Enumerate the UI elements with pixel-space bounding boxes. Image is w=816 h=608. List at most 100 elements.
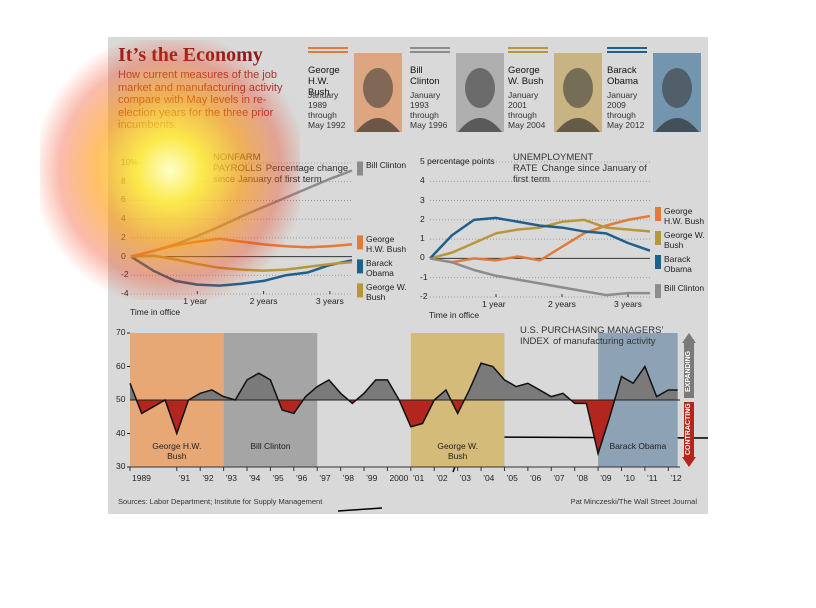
y-tick-label: 5 percentage points: [420, 156, 495, 166]
credit: Pat Minczeski/The Wall Street Journal: [570, 497, 697, 506]
y-tick-label: -2: [420, 291, 428, 301]
legend-label: George W. Bush: [664, 230, 705, 250]
x-tick-label: ’02: [436, 473, 448, 483]
portrait-shoulders: [458, 118, 502, 132]
legend-swatch: [655, 231, 661, 245]
chart-subtitle: Change since January of first term: [513, 163, 647, 185]
y-tick-label: 4: [420, 175, 425, 186]
sources: Sources: Labor Department; Institute for…: [118, 497, 323, 506]
president-rule: [410, 47, 450, 49]
president-rule: [607, 47, 647, 49]
x-tick-label: ’04: [483, 473, 495, 483]
legend-swatch: [357, 161, 363, 176]
term-label: George W. Bush: [437, 441, 478, 461]
subtitle: How current measures of the job market a…: [118, 69, 283, 131]
president-name: Barack Obama: [607, 65, 639, 87]
president-rule: [410, 51, 450, 53]
x-tick-label: 3 years: [315, 296, 344, 306]
president-rule: [508, 47, 548, 49]
president-term: January 2001 through May 2004: [508, 90, 546, 130]
legend-label: Barack Obama: [366, 258, 394, 279]
x-tick-label: ’01: [412, 473, 425, 483]
series-line: [429, 214, 651, 264]
legend-swatch: [655, 284, 661, 299]
portrait-face: [662, 68, 692, 108]
series-line: [429, 218, 651, 260]
president-term: January 2009 through May 2012: [607, 90, 645, 130]
chart-title: UNEMPLOYMENT RATE: [513, 152, 594, 174]
president-rule: [508, 51, 548, 53]
x-tick-label: ’12: [670, 473, 682, 483]
x-tick-label: ’05: [506, 473, 518, 483]
legend-label: George H.W. Bush: [664, 206, 705, 226]
series-line: [429, 257, 650, 297]
chart-title-block: UNEMPLOYMENT RATE Change since January of…: [513, 152, 648, 185]
y-tick-label: 4: [121, 213, 126, 224]
series-line: [130, 255, 353, 287]
legend-swatch: [357, 259, 363, 274]
chart-title-block: U.S. PURCHASING MANAGERS’ INDEX of manufa…: [520, 325, 680, 347]
y-tick-label: 3: [420, 194, 425, 205]
x-tick-label: 1989: [132, 473, 151, 483]
x-tick-label: ’06: [529, 473, 542, 483]
x-tick-label: ’91: [178, 473, 191, 483]
x-tick-label: ’97: [319, 473, 331, 483]
legend-swatch: [357, 283, 363, 298]
y-tick-label: 70: [116, 327, 126, 337]
legend-label: Barack Obama: [664, 254, 692, 274]
y-tick-label: 30: [116, 461, 126, 471]
y-tick-label: -4: [121, 288, 129, 298]
x-tick-label: ’09: [600, 473, 612, 483]
chart-title-block: NONFARM PAYROLLS Percentage change since …: [213, 152, 358, 185]
x-tick-label: ’96: [295, 473, 308, 483]
president-term: January 1989 through May 1992: [308, 90, 346, 130]
president-term: January 1993 through May 1996: [410, 90, 448, 130]
y-tick-label: 2: [420, 213, 425, 224]
portrait-face: [563, 68, 593, 108]
chart-subtitle: of manufacturing activity: [553, 336, 656, 347]
x-tick-label: 2000: [389, 473, 409, 483]
y-tick-label: 6: [121, 194, 126, 205]
portrait-shoulders: [655, 118, 699, 132]
y-tick-label: 60: [116, 360, 126, 371]
president-name: George W. Bush: [508, 65, 544, 87]
portrait-face: [465, 68, 495, 108]
contracting-arrow: [682, 402, 696, 467]
president-name: George H.W. Bush: [308, 65, 340, 98]
term-label: Bill Clinton: [250, 441, 291, 451]
president-rule: [607, 51, 647, 53]
portrait-shoulders: [356, 118, 400, 132]
term-label: Barack Obama: [609, 441, 667, 451]
president-rule: [308, 47, 348, 49]
x-tick-label: 1 year: [482, 299, 506, 309]
x-tick-label: ’10: [623, 473, 635, 483]
chart-title: NONFARM PAYROLLS: [213, 152, 262, 174]
x-tick-label: ’93: [225, 473, 237, 483]
president-rule: [308, 51, 348, 53]
x-tick-label: 1 year: [183, 296, 207, 306]
legend-swatch: [655, 207, 661, 221]
legend-swatch: [357, 235, 363, 250]
artifact-line: [337, 507, 383, 512]
x-tick-label: ’99: [366, 473, 378, 483]
legend-swatch: [655, 255, 661, 269]
legend-label: Bill Clinton: [366, 160, 407, 171]
chart-title: U.S. PURCHASING MANAGERS’ INDEX: [520, 325, 664, 347]
x-tick-label: ’92: [202, 473, 214, 483]
series-line: [129, 362, 678, 457]
legend-label: George W. Bush: [366, 282, 407, 303]
x-tick-label: 2 years: [548, 299, 576, 309]
x-tick-label: ’11: [646, 473, 658, 483]
y-tick-label: -2: [121, 269, 129, 280]
x-tick-label: ’94: [249, 473, 261, 483]
legend-label: George H.W. Bush: [366, 234, 407, 255]
x-tick-label: 3 years: [614, 299, 642, 309]
y-tick-label: 50: [116, 394, 126, 404]
x-tick-label: ’98: [342, 473, 354, 483]
y-tick-label: 1: [420, 233, 425, 244]
expanding-label: EXPANDING: [685, 350, 692, 393]
portrait-shoulders: [556, 118, 600, 132]
y-tick-label: 0: [420, 252, 425, 263]
